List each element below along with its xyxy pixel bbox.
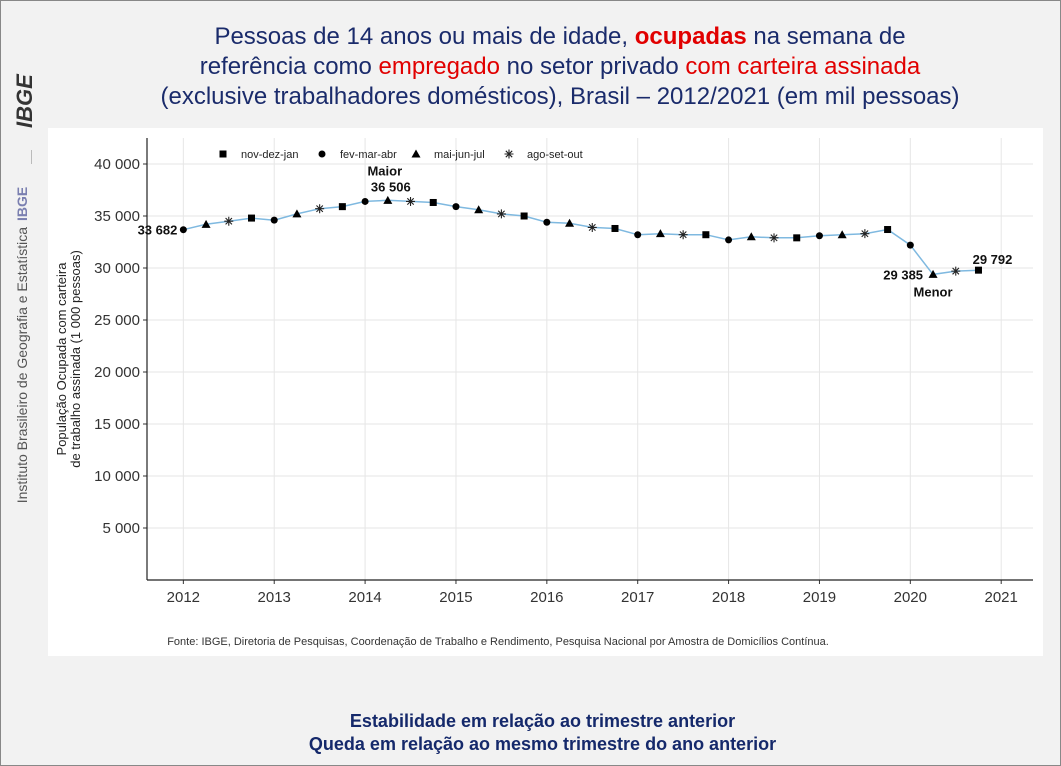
data-point (837, 230, 847, 239)
legend-marker-square (219, 150, 227, 158)
line-chart: 5 000 10 000 15 000 20 000 25 000 30 000 35 00… (54, 138, 1033, 648)
data-point (974, 266, 982, 274)
annotation-first-value: 33 682 (138, 223, 178, 238)
data-point (496, 209, 506, 219)
data-point (383, 195, 393, 204)
data-point (520, 212, 528, 220)
chart-panel: 5 000 10 000 15 000 20 000 25 000 30 000 35 00… (48, 128, 1043, 656)
institute-label: Instituto Brasileiro de Geografia e Esta… (14, 187, 30, 503)
title-highlight-ocupadas: ocupadas (634, 23, 747, 50)
x-tick-label: 2015 (439, 589, 472, 606)
data-point (702, 231, 710, 239)
y-axis-label-line1: População Ocupada com carteira (54, 262, 69, 456)
data-point (406, 196, 416, 206)
sidebar: IBGE Instituto Brasileiro de Geografia e… (0, 0, 44, 766)
source-note: Fonte: IBGE, Diretoria de Pesquisas, Coo… (167, 636, 829, 648)
title-highlight-carteira: com carteira assinada (685, 53, 921, 80)
y-tick-label: 20 000 (94, 364, 140, 381)
legend-label: ago-set-out (527, 149, 583, 161)
legend-marker-triangle (411, 149, 421, 158)
data-point (179, 226, 187, 234)
grid-lines (147, 138, 1033, 580)
data-point (452, 203, 460, 211)
data-point (611, 224, 619, 232)
x-tick-label: 2016 (530, 589, 563, 606)
legend-marker-circle (318, 150, 326, 158)
y-tick-label: 30 000 (94, 260, 140, 277)
data-point (815, 232, 823, 240)
series-line (183, 199, 979, 276)
institute-name: Instituto Brasileiro de Geografia e Esta… (14, 226, 30, 504)
data-point (429, 198, 437, 206)
x-tick-label: 2021 (985, 589, 1018, 606)
annotation-min-label: Menor (914, 284, 953, 299)
data-point (769, 233, 779, 243)
legend: nov-dez-jan fev-mar-abr mai-jun-jul ago-set… (219, 149, 583, 161)
data-point (201, 219, 211, 228)
x-tick-label: 2017 (621, 589, 654, 606)
data-point (746, 232, 756, 241)
data-point (292, 209, 302, 218)
annotation-min-value: 29 385 (883, 267, 923, 282)
y-axis-label-line2: de trabalho assinada (1 000 pessoas) (68, 250, 83, 468)
footer-line1: Estabilidade em relação ao trimestre ant… (349, 711, 736, 731)
annotation-max-label: Maior (367, 163, 402, 178)
data-point (565, 218, 575, 227)
data-point (315, 204, 325, 214)
x-tick-label: 2018 (712, 589, 745, 606)
ibge-label: IBGE (14, 186, 30, 221)
data-point (951, 266, 961, 276)
data-point (338, 203, 346, 211)
x-tick-label: 2020 (894, 589, 927, 606)
data-point (884, 226, 892, 234)
data-point (587, 222, 597, 232)
x-tick-label: 2012 (167, 589, 200, 606)
y-tick-label: 15 000 (94, 416, 140, 433)
y-tick-label: 25 000 (94, 312, 140, 329)
data-point (725, 236, 733, 244)
x-tick-label: 2013 (258, 589, 291, 606)
logo-text: IBGE (12, 73, 37, 128)
legend-label: nov-dez-jan (241, 149, 298, 161)
data-point (361, 197, 369, 205)
data-point (860, 229, 870, 239)
legend-label: mai-jun-jul (434, 149, 485, 161)
data-point (906, 241, 914, 249)
data-point (678, 230, 688, 240)
data-point (655, 229, 665, 238)
data-point (793, 234, 801, 242)
title-highlight-empregado: empregado (378, 53, 500, 80)
footer-line2: Queda em relação ao mesmo trimestre do a… (308, 734, 777, 754)
y-tick-label: 35 000 (94, 208, 140, 225)
annotation-max-value: 36 506 (371, 179, 411, 194)
y-tick-label: 40 000 (94, 156, 140, 173)
y-tick-label: 10 000 (94, 468, 140, 485)
data-point (224, 216, 234, 226)
legend-label: fev-mar-abr (340, 149, 397, 161)
sidebar-separator (31, 150, 32, 164)
page-title: Pessoas de 14 anos ou mais de idade, ocu… (160, 23, 960, 110)
data-point (928, 269, 938, 278)
annotation-last-value: 29 792 (973, 252, 1013, 267)
y-tick-label: 5 000 (102, 520, 140, 537)
x-tick-label: 2019 (803, 589, 836, 606)
footer-notes: Estabilidade em relação ao trimestre ant… (0, 710, 1061, 756)
data-point (248, 214, 256, 222)
axes: 5 000 10 000 15 000 20 000 25 000 30 000 35 00… (94, 138, 1033, 606)
x-tick-label: 2014 (348, 589, 381, 606)
ibge-logo: IBGE (12, 73, 37, 128)
data-point (270, 216, 278, 224)
data-point (474, 205, 484, 214)
legend-marker-asterisk (504, 149, 514, 159)
series-markers (179, 195, 982, 278)
data-point (634, 231, 642, 239)
data-point (543, 218, 551, 226)
